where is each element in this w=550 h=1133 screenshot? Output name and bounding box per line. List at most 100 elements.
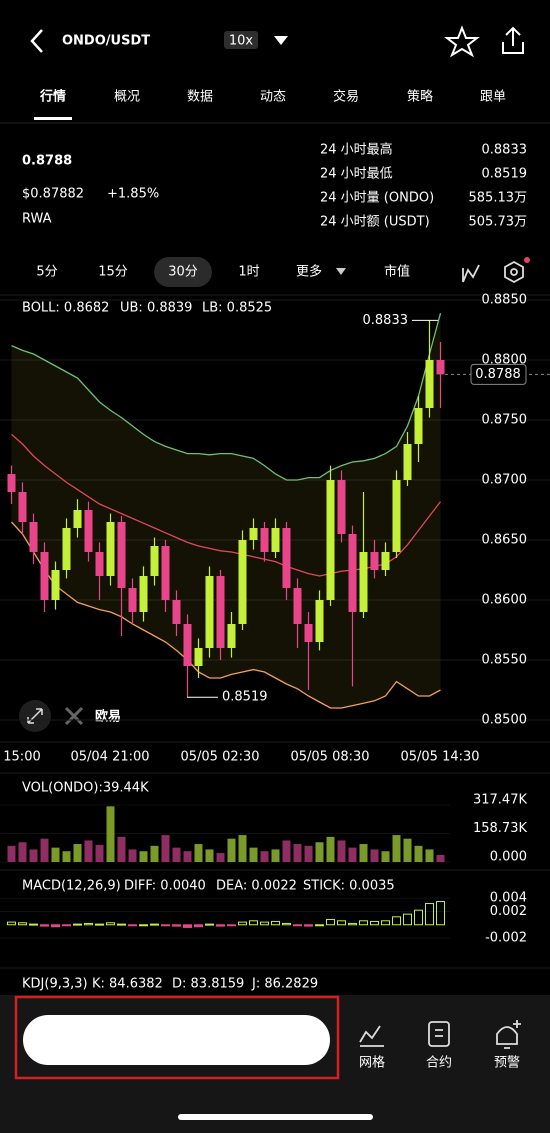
volume-bar (282, 840, 291, 862)
candle-body (282, 528, 291, 588)
candle-body (425, 360, 434, 408)
interval[interactable]: 市值 (384, 264, 410, 280)
more-arrow[interactable] (336, 268, 346, 275)
candle-body (205, 576, 214, 648)
indicator-icon[interactable] (462, 264, 480, 283)
tab[interactable]: 跟单 (480, 90, 506, 105)
stat-value: 585.13万 (469, 191, 528, 206)
x-tick-label: 05/04 21:00 (70, 750, 149, 765)
y-tick-label: 0.004 (490, 891, 527, 906)
x-tick-label: 05/05 14:30 (400, 750, 479, 765)
interval[interactable]: 15分 (98, 265, 128, 280)
macd-bar (40, 924, 49, 927)
candle-body (392, 480, 401, 552)
candle-body (7, 474, 16, 492)
candle-body (62, 528, 71, 570)
home-indicator (178, 1114, 373, 1120)
volume-bar (106, 806, 115, 862)
volume-bar (436, 854, 445, 862)
interval[interactable]: 更多 (296, 264, 322, 280)
low-label: 0.8519 (222, 690, 268, 705)
j-label: J: 86.2829 (251, 977, 318, 992)
trade-button-label[interactable]: 交易 (163, 1033, 189, 1049)
macd-bar (106, 922, 115, 926)
y-tick-label: 0.8550 (482, 653, 528, 668)
macd-bar (172, 924, 181, 927)
macd-bar (282, 922, 291, 926)
boll-line (11, 433, 442, 577)
alert-icon[interactable] (496, 1020, 521, 1049)
candle-body (95, 552, 104, 576)
interval[interactable]: 1时 (238, 265, 259, 280)
volume-bar (359, 844, 368, 862)
contract-icon[interactable] (428, 1021, 450, 1047)
macd-bar (238, 921, 247, 926)
candle-body (403, 444, 412, 480)
candle-body (161, 546, 170, 600)
macd-bar (183, 924, 192, 928)
volume-title: VOL(ONDO):39.44K (22, 781, 149, 796)
interval[interactable]: 30分 (168, 265, 198, 280)
stat-value: 0.8833 (482, 143, 528, 158)
dea-label: DEA: 0.0022 (216, 879, 297, 894)
candle-body (249, 528, 258, 540)
stat-label: 24 小时最高 (320, 142, 393, 158)
candle-body (348, 534, 357, 612)
change: +1.85% (107, 187, 159, 202)
favorite-icon[interactable] (444, 25, 480, 58)
tab[interactable]: 数据 (187, 90, 213, 105)
macd-bar (227, 924, 236, 927)
active-interval[interactable] (154, 257, 212, 287)
pair-title: ONDO/USDT (62, 34, 150, 49)
volume-bar (326, 836, 335, 862)
candle-body (150, 546, 159, 576)
macd-bar (7, 921, 16, 926)
watermark-logo (64, 706, 84, 726)
back-button[interactable] (30, 29, 43, 53)
volume-bar (370, 849, 379, 862)
current-price-label: 0.8788 (475, 367, 521, 382)
tab[interactable]: 动态 (260, 90, 286, 105)
volume-bar (29, 849, 38, 862)
candle-body (359, 552, 368, 612)
dropdown-arrow[interactable] (274, 36, 288, 45)
tool-label[interactable]: 网格 (359, 1055, 385, 1071)
grid-icon[interactable] (359, 1025, 384, 1047)
settings-icon[interactable] (504, 260, 524, 284)
boll-line (11, 521, 441, 709)
volume-bar (40, 838, 49, 862)
tab[interactable]: 行情 (39, 89, 66, 105)
tool-label[interactable]: 预警 (494, 1055, 520, 1071)
volume-bar (337, 840, 346, 862)
highlight-box (14, 995, 340, 1080)
volume-bar (128, 849, 137, 862)
volume-bar (84, 840, 93, 862)
tag: RWA (22, 212, 52, 227)
trade-button[interactable] (23, 1015, 330, 1065)
y-tick-label: 0.8700 (482, 473, 528, 488)
candle-body (238, 540, 247, 624)
macd-bar (359, 920, 368, 926)
candle-body (194, 648, 203, 666)
tab[interactable]: 交易 (333, 89, 359, 105)
share-icon[interactable] (502, 26, 524, 54)
macd-bar (95, 923, 104, 926)
macd-bar (117, 923, 126, 926)
macd-bar (260, 921, 269, 926)
interval[interactable]: 5分 (36, 265, 57, 280)
volume-bar (271, 849, 280, 862)
y-tick-label: 0.000 (490, 850, 527, 865)
macd-bar (337, 920, 346, 926)
tool-label[interactable]: 合约 (426, 1056, 452, 1071)
volume-bar (425, 849, 434, 862)
stat-value: 505.73万 (469, 215, 528, 230)
tab[interactable]: 策略 (407, 89, 433, 105)
d-label: D: 83.8159 (172, 977, 244, 992)
tab[interactable]: 概况 (114, 90, 140, 105)
volume-bar (172, 847, 181, 862)
candle-body (293, 588, 302, 624)
volume-bar (293, 844, 302, 862)
candle-body (271, 528, 280, 552)
macd-bar (161, 924, 170, 927)
y-tick-label: 0.8750 (482, 413, 528, 428)
